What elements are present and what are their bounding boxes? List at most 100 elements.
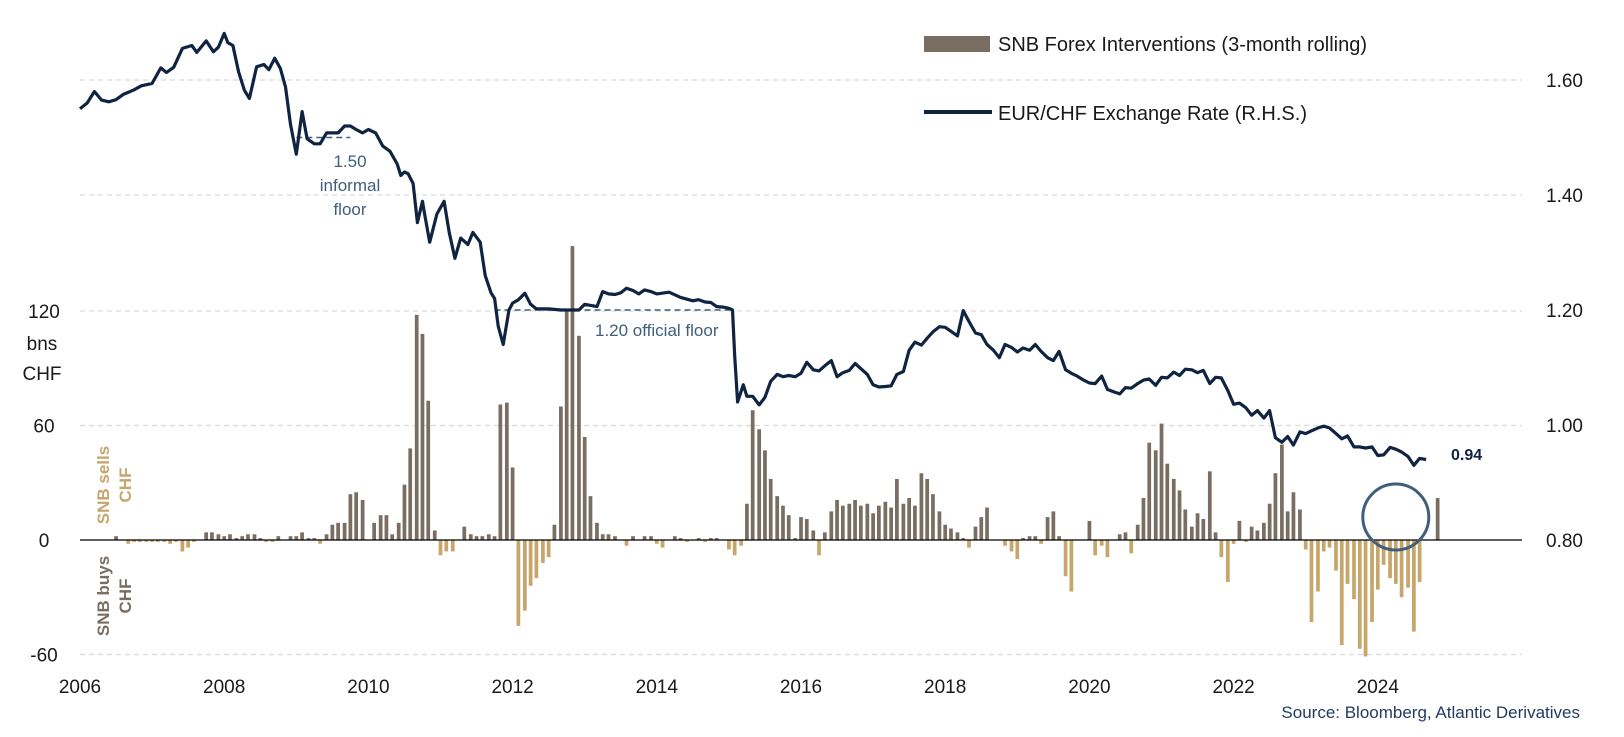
intervention-bar — [642, 536, 647, 540]
official-floor-label: 1.20 official floor — [595, 321, 719, 340]
intervention-bar — [1237, 520, 1242, 540]
intervention-bar — [1183, 509, 1188, 540]
intervention-bar — [1195, 513, 1200, 540]
intervention-bar — [949, 528, 953, 540]
intervention-bar — [1015, 540, 1020, 560]
intervention-bar — [1003, 540, 1007, 546]
source-note: Source: Bloomberg, Atlantic Derivatives — [1281, 703, 1580, 722]
intervention-bar — [306, 538, 311, 540]
intervention-bar — [270, 540, 275, 542]
intervention-bar — [240, 536, 245, 540]
informal-floor-label-line-2: informal — [320, 176, 380, 195]
intervention-bar — [222, 536, 227, 540]
intervention-bar — [853, 499, 857, 540]
intervention-bar — [804, 519, 809, 540]
intervention-bar — [1063, 540, 1068, 577]
intervention-bar — [943, 524, 948, 540]
intervention-bar — [534, 540, 539, 579]
intervention-bar — [390, 534, 395, 540]
intervention-bar — [907, 498, 912, 540]
latest-value-label: 0.94 — [1451, 447, 1482, 464]
intervention-bar — [1321, 540, 1326, 552]
intervention-bar — [474, 536, 479, 540]
intervention-bar — [228, 534, 232, 540]
intervention-bar — [973, 526, 978, 540]
intervention-bar — [384, 515, 389, 540]
buys-label-line-1: SNB buys — [94, 556, 113, 636]
intervention-bar — [883, 501, 888, 540]
intervention-bar — [114, 536, 118, 540]
intervention-bar — [252, 534, 257, 540]
intervention-bar — [937, 511, 942, 541]
intervention-bar — [1388, 540, 1392, 579]
intervention-bar — [624, 540, 629, 546]
intervention-bar — [180, 540, 185, 552]
intervention-bar — [588, 496, 593, 540]
intervention-bar — [1171, 478, 1176, 540]
intervention-bar — [1105, 540, 1110, 558]
intervention-bar — [408, 448, 413, 540]
intervention-bar — [462, 526, 467, 540]
intervention-bar — [1207, 471, 1212, 540]
intervention-bar — [1225, 540, 1230, 582]
intervention-bar — [414, 314, 419, 540]
intervention-bar — [541, 540, 545, 563]
intervention-bar — [294, 536, 299, 540]
intervention-bar — [192, 540, 196, 542]
line-layer — [78, 31, 1427, 467]
intervention-bar — [829, 511, 834, 541]
intervention-bar — [1069, 540, 1074, 592]
legend: SNB Forex Interventions (3-month rolling… — [924, 34, 1367, 125]
intervention-bar — [486, 534, 491, 540]
intervention-bar — [1435, 498, 1440, 540]
legend-bar-label: SNB Forex Interventions (3-month rolling… — [998, 34, 1367, 56]
intervention-bar — [468, 534, 473, 540]
intervention-bar — [216, 534, 221, 540]
intervention-bar — [703, 540, 707, 542]
intervention-bar — [757, 429, 762, 540]
intervention-bar — [793, 538, 798, 540]
intervention-bar — [1291, 492, 1296, 540]
intervention-bar — [709, 538, 713, 540]
intervention-bar — [210, 532, 214, 540]
annotation-layer: 1.50 informal floor 1.20 official floor … — [320, 152, 1482, 552]
intervention-bar — [600, 534, 605, 540]
intervention-bar — [631, 536, 635, 540]
intervention-bar — [1334, 540, 1338, 571]
intervention-bar — [402, 484, 407, 540]
intervention-bar — [606, 534, 611, 540]
intervention-bar — [685, 540, 689, 542]
intervention-bar — [396, 522, 401, 540]
intervention-bar — [768, 478, 773, 540]
intervention-bar — [1039, 540, 1043, 544]
intervention-bar — [1231, 540, 1236, 544]
intervention-bar — [745, 503, 749, 540]
intervention-bar — [840, 505, 845, 540]
intervention-bar — [1099, 540, 1104, 546]
intervention-bar — [432, 530, 437, 540]
intervention-bar — [1087, 520, 1092, 540]
intervention-bar — [1375, 540, 1380, 590]
grid-layer — [80, 79, 1522, 656]
intervention-bar — [1303, 540, 1308, 550]
intervention-bar — [763, 450, 767, 540]
buys-label-group: SNB buys CHF — [94, 556, 135, 636]
intervention-bar — [552, 524, 557, 540]
intervention-bar — [1406, 540, 1410, 588]
intervention-bar — [264, 540, 268, 542]
intervention-bar — [498, 404, 503, 540]
intervention-bar — [354, 492, 359, 540]
intervention-bar — [1381, 540, 1386, 565]
intervention-bar — [378, 515, 383, 540]
intervention-bar — [822, 532, 827, 540]
intervention-bar — [204, 532, 209, 540]
intervention-bar — [835, 499, 839, 540]
intervention-bar — [318, 540, 322, 544]
intervention-bar — [360, 499, 365, 540]
x-axis-tick-label: 2024 — [1357, 677, 1400, 698]
x-axis-tick-label: 2022 — [1212, 677, 1254, 698]
intervention-bar — [1135, 524, 1140, 540]
intervention-bar — [246, 534, 250, 540]
